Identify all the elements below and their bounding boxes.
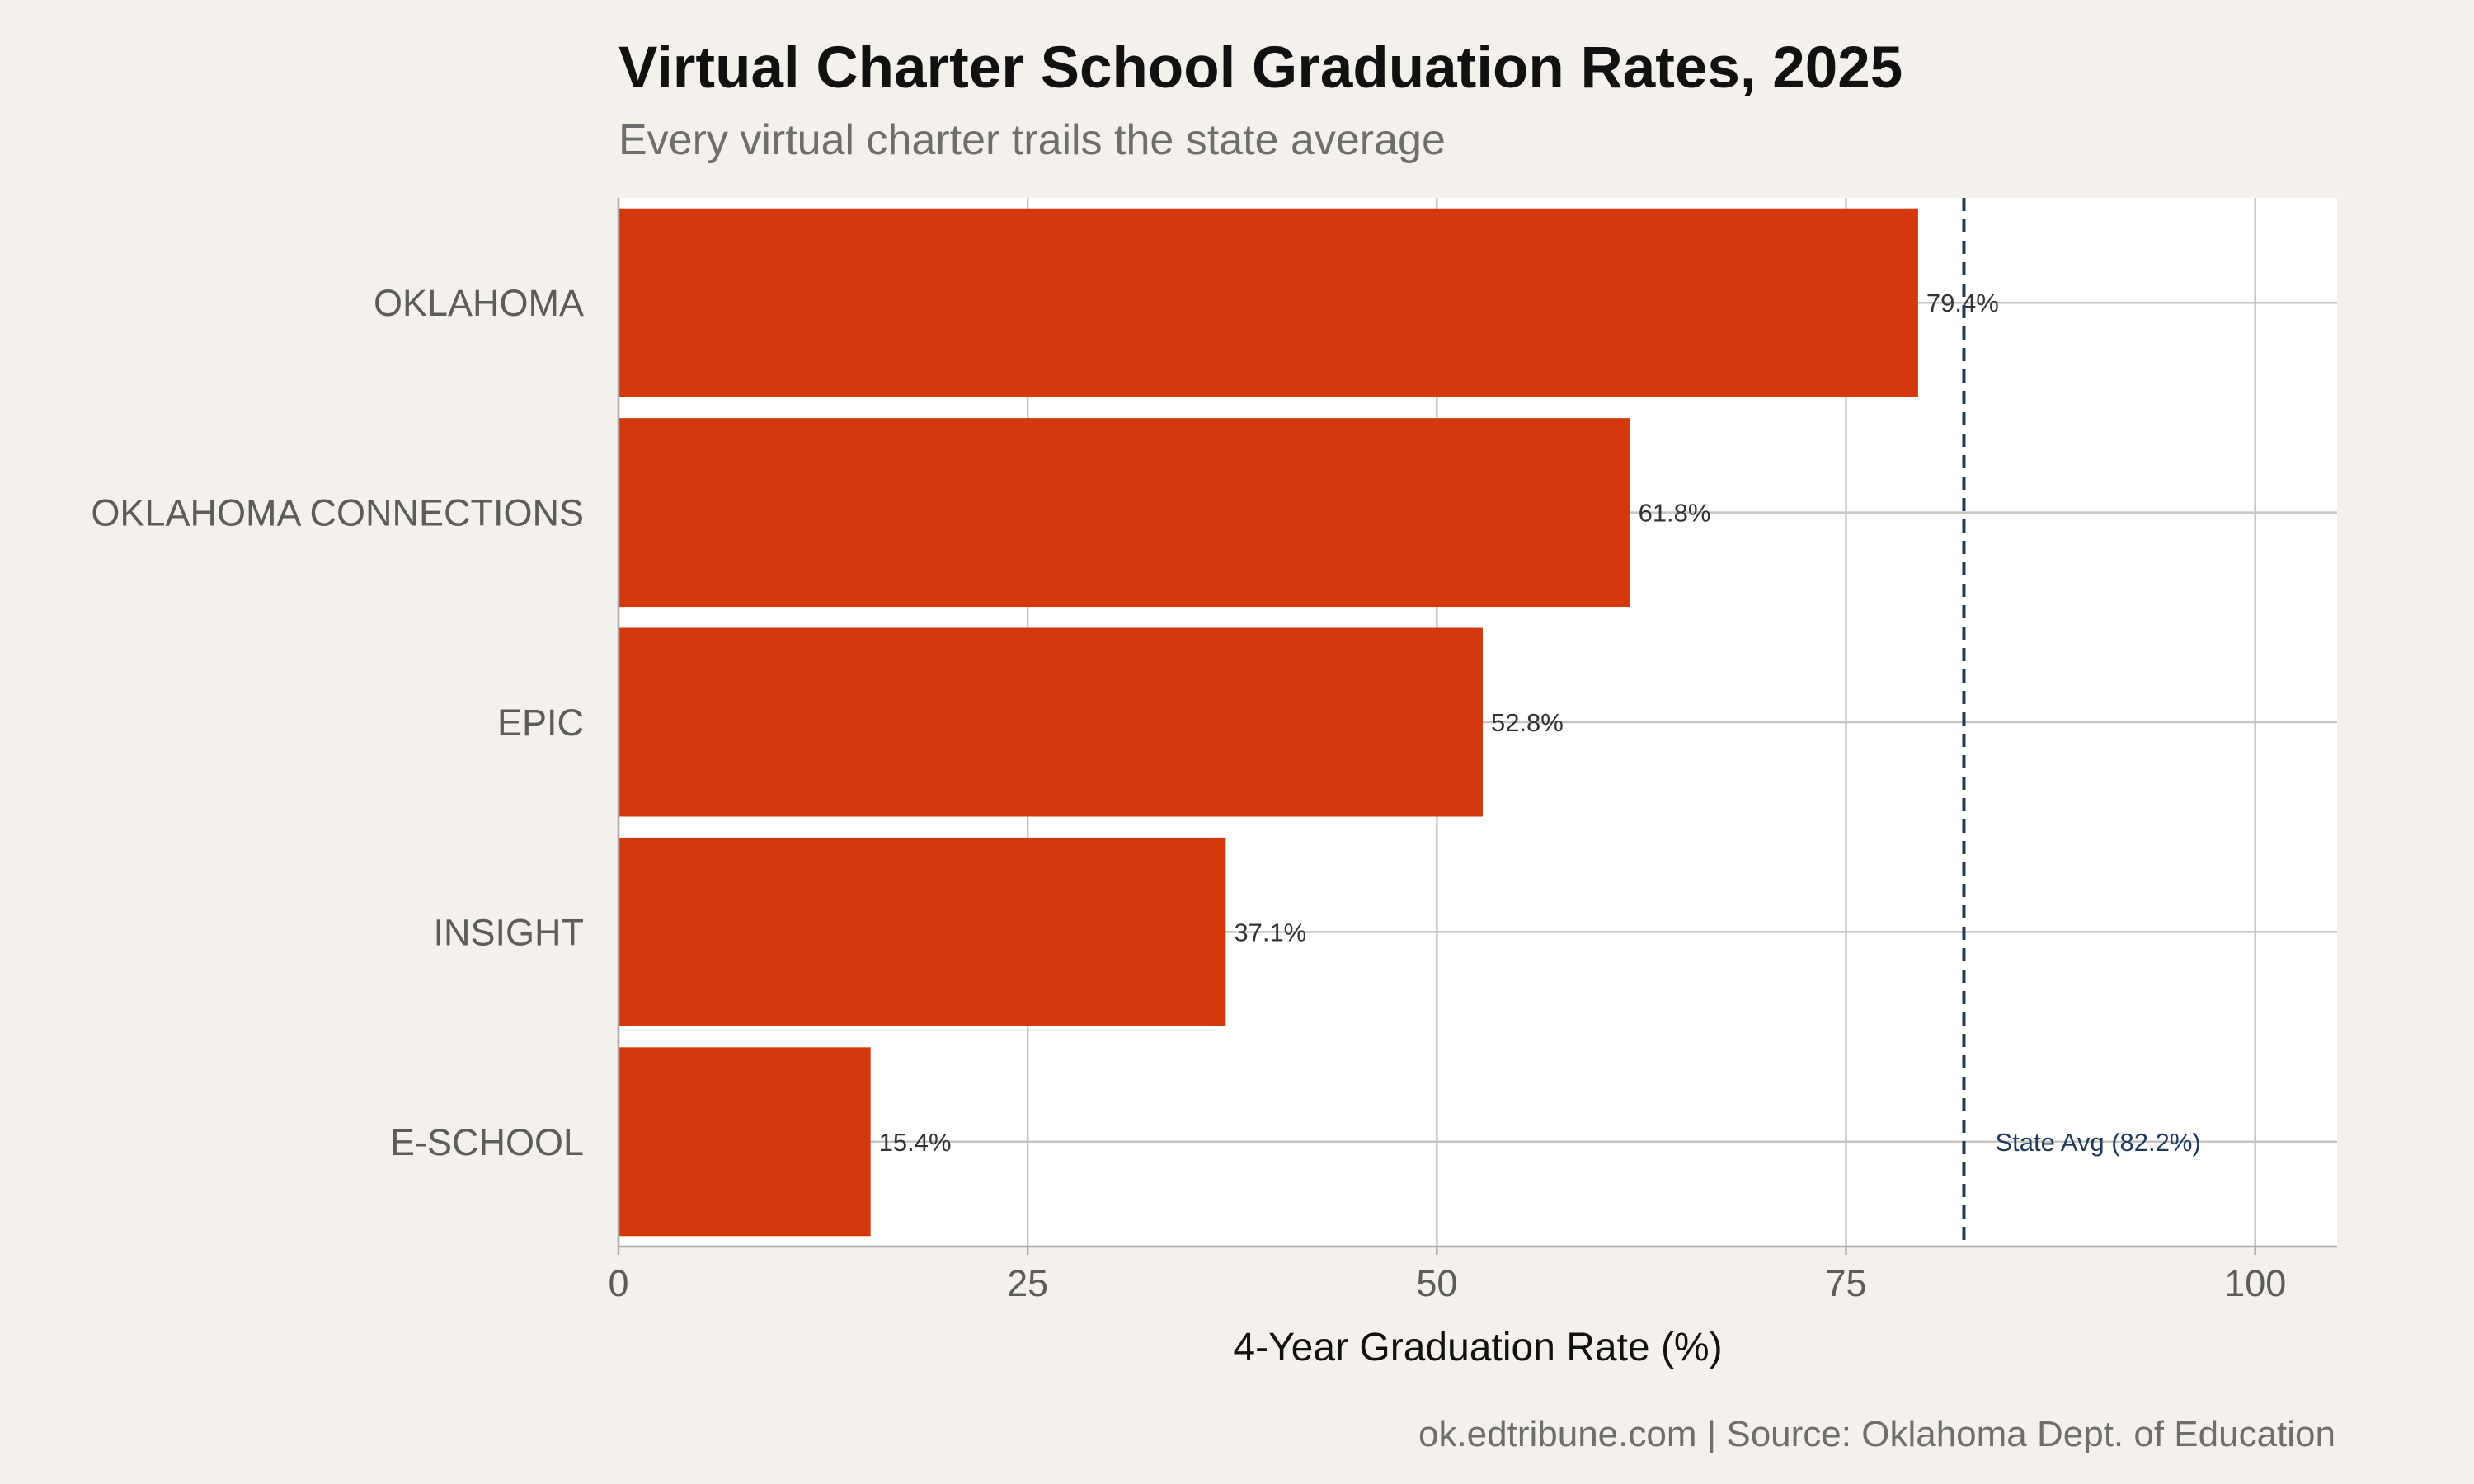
x-tick-label: 50 <box>1416 1262 1457 1304</box>
category-label: OKLAHOMA <box>374 282 584 324</box>
category-label: EPIC <box>497 702 584 744</box>
category-label: INSIGHT <box>433 911 584 953</box>
data-label: 61.8% <box>1639 499 1711 528</box>
data-label: 37.1% <box>1234 918 1306 946</box>
chart-subtitle: Every virtual charter trails the state a… <box>618 116 1446 164</box>
bars <box>618 208 1918 1237</box>
data-label: 52.8% <box>1491 708 1564 737</box>
data-labels: 79.4%61.8%52.8%37.1%15.4% <box>879 289 1999 1157</box>
category-label: E-SCHOOL <box>390 1121 584 1163</box>
source-caption: ok.edtribune.com | Source: Oklahoma Dept… <box>1418 1414 2335 1454</box>
axes: OKLAHOMA OKLAHOMA CONNECTIONS EPIC INSIGHT E… <box>91 198 2337 1304</box>
chart-title: Virtual Charter School Graduation Rates,… <box>618 35 1903 101</box>
bar-oklahoma-connections <box>618 418 1630 608</box>
x-tick-label: 100 <box>2224 1262 2286 1304</box>
bar-oklahoma <box>618 208 1918 397</box>
data-label: 15.4% <box>879 1128 952 1157</box>
reference-line-group: State Avg (82.2%) <box>1962 198 2201 1247</box>
category-label: OKLAHOMA CONNECTIONS <box>91 492 584 534</box>
x-axis-title: 4-Year Graduation Rate (%) <box>1233 1326 1722 1369</box>
x-tick-label: 25 <box>1007 1262 1048 1304</box>
state-average-label: State Avg (82.2%) <box>1995 1128 2200 1157</box>
bar-insight <box>618 837 1226 1026</box>
bar-epic <box>618 627 1483 817</box>
x-tick-label: 0 <box>608 1262 628 1304</box>
x-tick-label: 75 <box>1826 1262 1867 1304</box>
bar-e-school <box>618 1047 871 1237</box>
